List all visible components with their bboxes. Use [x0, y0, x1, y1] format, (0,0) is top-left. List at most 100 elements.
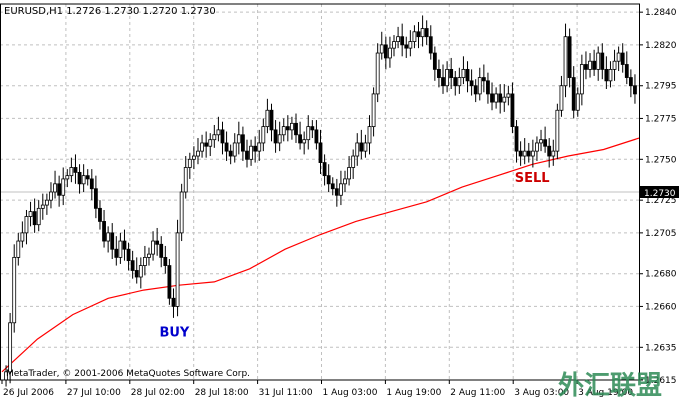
- candle-body: [24, 216, 29, 234]
- candle-body: [32, 211, 37, 226]
- candle-body: [151, 240, 155, 255]
- candle-body: [375, 52, 380, 95]
- candle-body: [339, 183, 343, 196]
- candle-body: [555, 109, 560, 152]
- candle-body: [490, 93, 494, 103]
- candle-body: [628, 77, 633, 87]
- candle-body: [314, 129, 319, 144]
- candle-body: [236, 134, 241, 144]
- candle-body: [351, 155, 356, 168]
- candle-body: [502, 96, 507, 103]
- candle-body: [330, 183, 335, 190]
- x-tick-label: 26 Jul 2006: [3, 388, 54, 398]
- candles-layer: [4, 15, 637, 387]
- y-tick-label: 1.2840: [645, 8, 677, 18]
- candle-body: [543, 139, 548, 147]
- candle-body: [257, 142, 262, 152]
- candle-body: [232, 142, 237, 157]
- y-tick-label: 1.2705: [645, 229, 677, 239]
- candle-body: [130, 260, 135, 271]
- candle-body: [102, 221, 106, 242]
- sell-annotation: SELL: [515, 171, 550, 186]
- candle-body: [12, 256, 17, 324]
- candle-body: [40, 204, 45, 209]
- candle-body: [302, 139, 307, 144]
- candle-body: [388, 47, 392, 59]
- x-tick-label: 3 Aug 19:00: [578, 388, 633, 398]
- candle-body: [514, 126, 519, 152]
- candle-body: [142, 256, 147, 266]
- candle-body: [8, 322, 13, 373]
- candle-body: [273, 129, 278, 144]
- candle-body: [53, 183, 57, 193]
- candle-body: [269, 109, 274, 131]
- candle-body: [420, 28, 425, 38]
- candle-body: [481, 77, 486, 82]
- candle-body: [535, 142, 539, 152]
- candle-body: [57, 183, 62, 196]
- candle-body: [596, 52, 601, 70]
- candle-body: [49, 191, 53, 201]
- candle-body: [371, 93, 376, 128]
- candle-body: [547, 145, 552, 157]
- candle-body: [624, 64, 629, 78]
- candle-body: [294, 122, 298, 136]
- candle-body: [73, 167, 78, 173]
- x-tick-label: 28 Jul 02:00: [131, 388, 185, 398]
- candle-body: [518, 150, 523, 157]
- candle-body: [281, 126, 286, 136]
- candle-body: [285, 126, 290, 131]
- candle-body: [147, 253, 151, 258]
- candle-body: [261, 126, 266, 144]
- candle-body: [204, 142, 209, 147]
- x-tick-label: 3 Aug 03:00: [514, 388, 569, 398]
- watermark-logo: 外汇联盟: [558, 371, 662, 400]
- candle-body: [249, 145, 253, 160]
- y-tick-label: 1.2660: [645, 302, 677, 312]
- candle-body: [253, 145, 258, 152]
- candle-body: [383, 44, 388, 59]
- candle-body: [106, 232, 111, 242]
- candle-body: [322, 162, 327, 177]
- candle-body: [424, 28, 429, 38]
- candle-body: [20, 232, 25, 242]
- copyright-footer: MetaTrader, © 2001-2006 MetaQuotes Softw…: [6, 369, 250, 379]
- candle-body: [16, 240, 21, 258]
- candle-body: [457, 77, 462, 87]
- candle-body: [363, 142, 368, 152]
- candle-body: [183, 167, 188, 193]
- chart-title: EURUSD,H1 1.2726 1.2730 1.2720 1.2730: [4, 6, 216, 17]
- candle-body: [277, 134, 282, 144]
- candle-body: [167, 265, 172, 299]
- candle-body: [191, 155, 196, 160]
- candle-body: [379, 44, 384, 54]
- candle-body: [175, 232, 180, 307]
- candle-body: [245, 150, 249, 160]
- candle-body: [126, 248, 131, 262]
- current-price-label: 1.2730: [644, 189, 676, 199]
- candle-body: [110, 232, 115, 250]
- candle-body: [28, 211, 33, 217]
- x-tick-label: 1 Aug 19:00: [386, 388, 441, 398]
- candle-body: [633, 85, 637, 95]
- candle-body: [326, 175, 331, 185]
- y-tick-label: 1.2680: [645, 270, 677, 280]
- candle-body: [138, 265, 143, 278]
- x-tick-label: 2 Aug 11:00: [450, 388, 505, 398]
- candle-body: [608, 68, 613, 82]
- candle-body: [318, 142, 323, 163]
- candle-body: [89, 178, 94, 190]
- candle-body: [526, 150, 531, 157]
- candle-body: [437, 68, 441, 78]
- candle-body: [241, 134, 245, 152]
- candle-body: [65, 175, 70, 180]
- candle-body: [445, 68, 450, 87]
- candle-body: [530, 150, 535, 157]
- candle-body: [551, 150, 556, 157]
- y-tick-label: 1.2750: [645, 155, 677, 165]
- candle-body: [355, 142, 360, 157]
- candle-body: [494, 93, 499, 103]
- candle-body: [343, 178, 347, 185]
